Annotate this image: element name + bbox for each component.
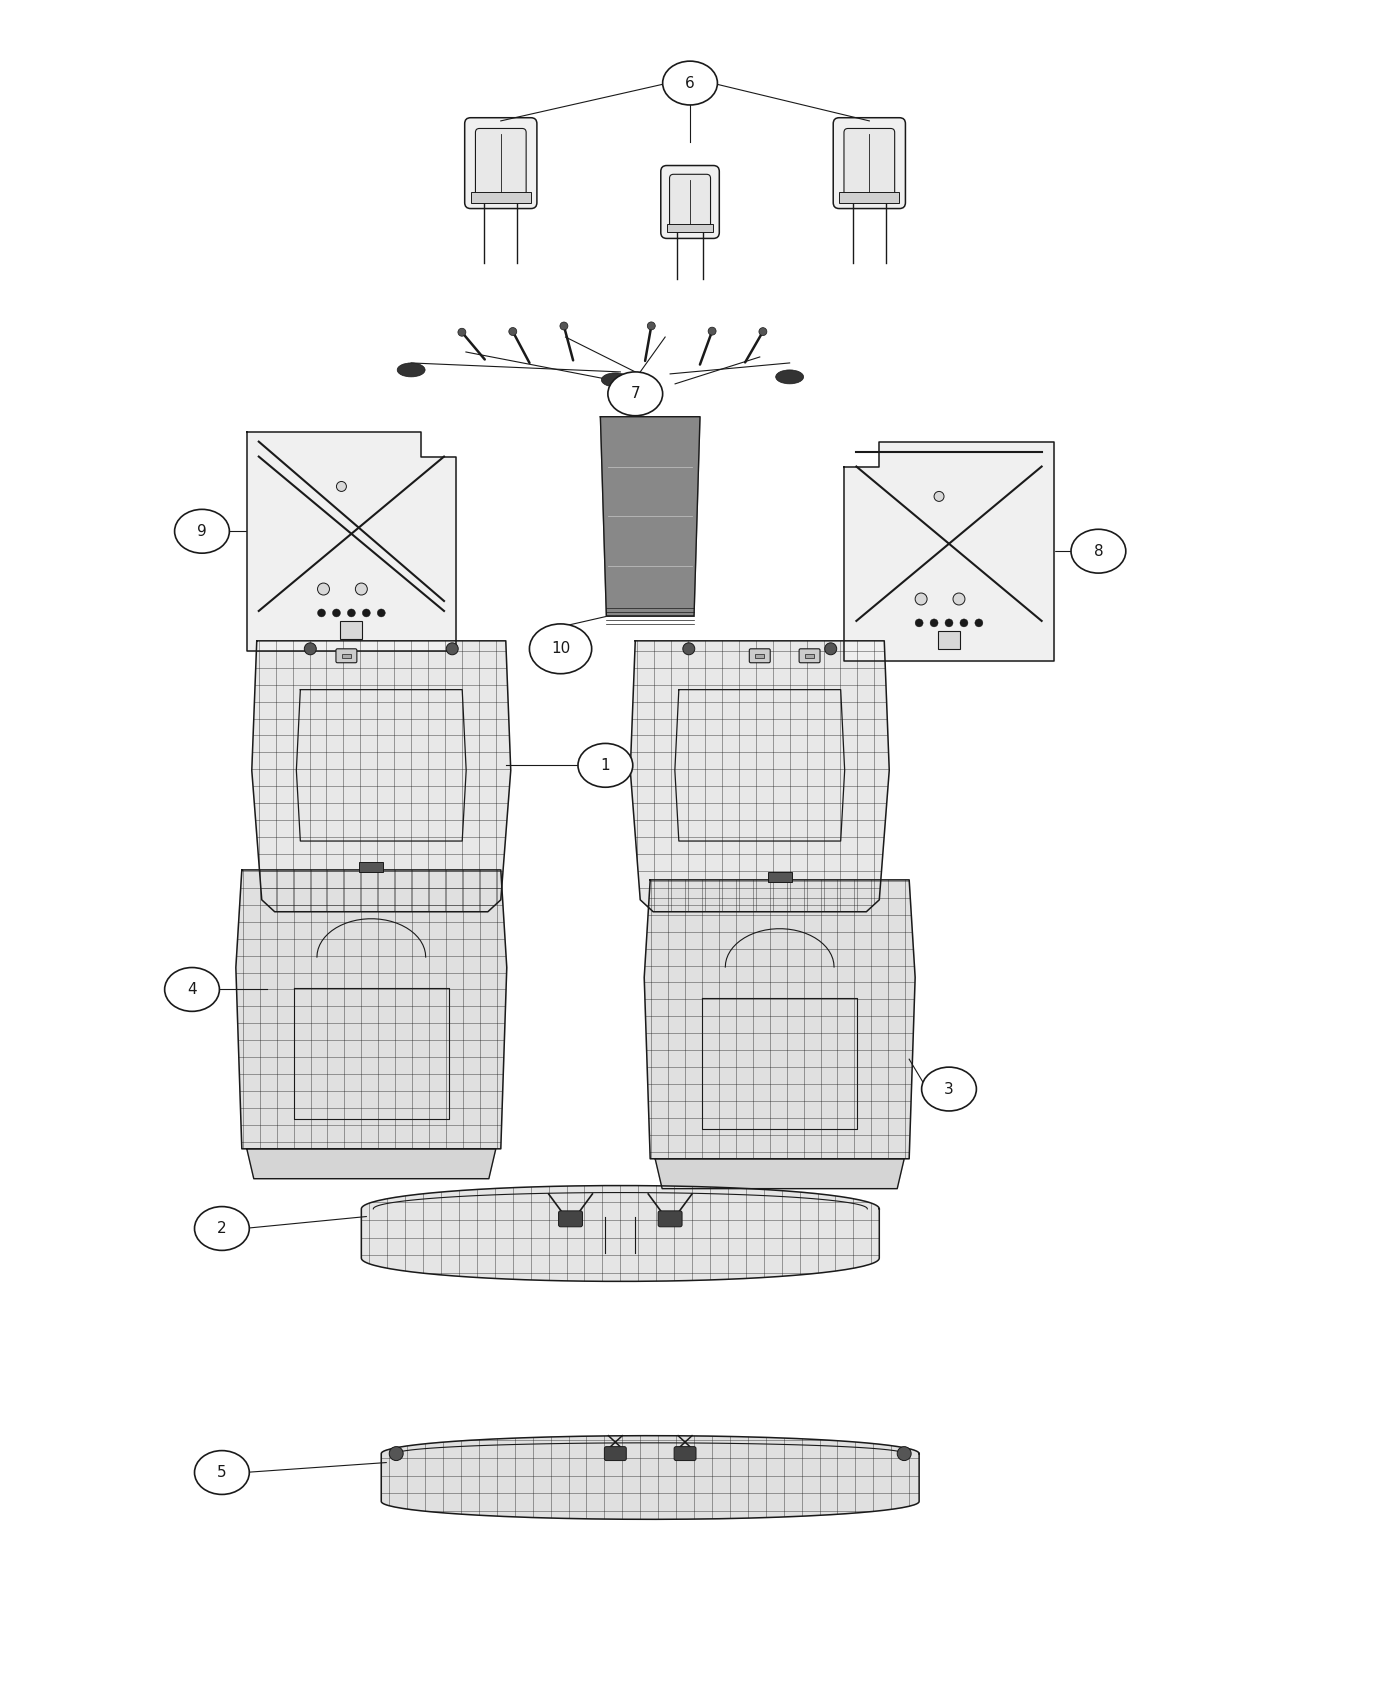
Ellipse shape [398,362,426,377]
FancyBboxPatch shape [669,175,711,230]
Text: 2: 2 [217,1221,227,1236]
Circle shape [347,609,356,617]
Circle shape [560,321,568,330]
Polygon shape [252,641,511,911]
Text: 7: 7 [630,386,640,401]
FancyBboxPatch shape [658,1210,682,1227]
Ellipse shape [1071,529,1126,573]
Circle shape [447,643,458,654]
Polygon shape [644,881,916,1159]
FancyBboxPatch shape [844,129,895,197]
Circle shape [934,491,944,501]
FancyBboxPatch shape [675,1447,696,1460]
FancyBboxPatch shape [661,165,720,238]
Text: 3: 3 [944,1081,953,1096]
Circle shape [759,328,767,335]
Text: 8: 8 [1093,544,1103,559]
Ellipse shape [602,372,629,388]
Circle shape [683,643,694,654]
Ellipse shape [195,1207,249,1251]
Polygon shape [630,641,889,911]
Bar [767,872,791,882]
Text: 5: 5 [217,1465,227,1481]
Ellipse shape [195,1450,249,1494]
Circle shape [508,328,517,335]
Circle shape [318,609,325,617]
Polygon shape [381,1436,920,1520]
Ellipse shape [776,371,804,384]
Circle shape [377,609,385,617]
Bar [360,862,384,872]
Bar [938,631,960,649]
Circle shape [647,321,655,330]
Circle shape [916,593,927,605]
Circle shape [897,1447,911,1460]
Bar [470,192,531,202]
FancyBboxPatch shape [749,649,770,663]
Ellipse shape [662,61,717,105]
Text: 9: 9 [197,524,207,539]
Text: 4: 4 [188,983,197,996]
Bar [839,192,899,202]
Circle shape [953,593,965,605]
Polygon shape [361,1185,879,1282]
Circle shape [825,643,837,654]
FancyBboxPatch shape [465,117,536,209]
Circle shape [318,583,329,595]
Bar [666,224,714,233]
Text: 6: 6 [685,75,694,90]
FancyBboxPatch shape [336,649,357,663]
Ellipse shape [175,510,230,552]
Circle shape [708,326,715,335]
Circle shape [916,619,923,627]
Ellipse shape [578,743,633,787]
Circle shape [336,481,346,491]
Circle shape [458,328,466,337]
Circle shape [930,619,938,627]
FancyBboxPatch shape [605,1447,626,1460]
Circle shape [389,1447,403,1460]
Ellipse shape [921,1068,976,1112]
Polygon shape [655,1159,904,1188]
Circle shape [332,609,340,617]
FancyBboxPatch shape [833,117,906,209]
Polygon shape [246,1149,496,1178]
FancyBboxPatch shape [476,129,526,197]
Circle shape [356,583,367,595]
Ellipse shape [529,624,592,673]
Circle shape [960,619,967,627]
Polygon shape [235,870,507,1149]
Text: 1: 1 [601,758,610,774]
Bar [340,620,363,639]
Bar [342,653,351,658]
Ellipse shape [608,372,662,416]
Polygon shape [844,442,1054,661]
Bar [805,653,813,658]
Polygon shape [246,432,456,651]
FancyBboxPatch shape [559,1210,582,1227]
Bar [755,653,764,658]
Circle shape [304,643,316,654]
Polygon shape [601,416,700,615]
FancyBboxPatch shape [799,649,820,663]
Circle shape [363,609,371,617]
Text: 10: 10 [552,641,570,656]
Ellipse shape [165,967,220,1012]
Circle shape [945,619,953,627]
Circle shape [974,619,983,627]
